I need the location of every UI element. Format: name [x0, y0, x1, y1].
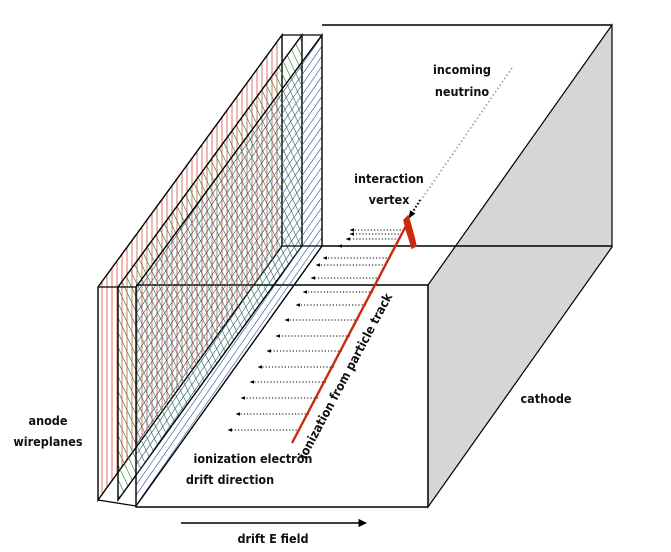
particle-track [290, 221, 410, 444]
label-drift-line2: drift direction [186, 472, 274, 487]
label-anode-line2: wireplanes [13, 434, 83, 449]
label-drift-line1: ionization electron [194, 451, 313, 466]
vertex-blob [403, 214, 417, 250]
label-cathode: cathode [520, 391, 571, 406]
drift-arrows [227, 228, 404, 432]
label-track: ionization from particle track [295, 290, 396, 461]
label-vertex-line2: vertex [369, 192, 411, 207]
label-vertex-line1: interaction [354, 171, 424, 186]
label-incoming: incoming [433, 62, 491, 77]
label-efield: drift E field [237, 531, 308, 546]
label-anode-line1: anode [28, 413, 67, 428]
label-neutrino: neutrino [435, 84, 489, 99]
neutrino-arrow-tip [408, 199, 421, 219]
